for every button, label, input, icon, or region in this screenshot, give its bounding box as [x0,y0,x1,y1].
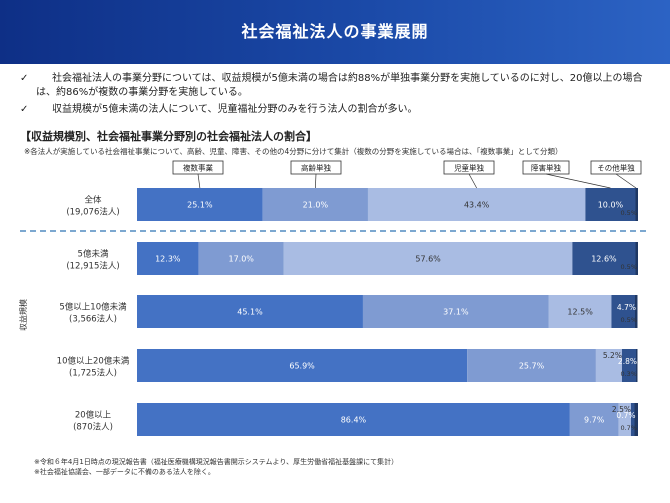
data-label: 37.1% [443,308,469,317]
bar-segment [262,188,368,221]
legend-label: 複数事業 [183,163,213,173]
bar-segment [283,242,573,275]
legend-label: 高齢単独 [301,163,331,173]
data-label: 21.0% [303,201,329,210]
data-label: 0.5% [620,209,637,217]
category-label: 5億以上10億未満 [59,302,127,313]
category-label: 5億未満 [78,249,109,260]
stacked-bar-chart: 収益規模全体(19,076法人)5億未満(12,915法人)5億以上10億未満(… [18,160,650,436]
data-label: 5.2% [603,351,622,360]
data-label: 65.9% [289,362,315,371]
legend-label: 障害単独 [531,163,561,173]
data-label: 0.5% [620,263,637,271]
data-label: 45.1% [237,308,263,317]
bar-segment [635,188,638,221]
category-label: 20億以上 [75,410,112,421]
bar-segment [548,295,612,328]
bar-segment [572,242,636,275]
page-title: 社会福祉法人の事業展開 [241,22,429,41]
bar-segment [634,295,638,328]
bar-segment [634,403,638,436]
data-label: 0.7% [620,424,637,432]
bar-segment [621,349,636,382]
bar-segment [595,349,622,382]
chart-title: 【収益規模別、社会福祉事業分野別の社会福祉法人の割合】 [20,130,317,143]
data-label: 86.4% [341,416,367,425]
bar-segment [569,403,619,436]
category-label: (1,725法人) [69,368,117,379]
category-label: (19,076法人) [66,207,119,218]
summary-bullets: ✓ 社会福祉法人の事業分野については、収益規模が5億未満の場合は約88%が単独事… [20,72,650,120]
data-label: 12.3% [155,255,181,264]
legend-leader [315,173,317,189]
data-label: 0.5% [620,316,637,324]
bar-segment [585,188,636,221]
legend-leader [197,173,201,189]
bullet-text: 収益規模が5億未満の法人について、児童福祉分野のみを行う法人の割合が多い。 [52,104,418,115]
footnote-source: ※令和６年4月1日時点の現況報告書（福祉医療機構現況報告書開示システムより、厚生… [34,458,399,466]
data-label: 9.7% [584,416,605,425]
bar-segment [367,188,586,221]
data-label: 57.6% [415,255,441,264]
data-label: 12.6% [591,255,617,264]
legend-leader [615,173,637,189]
category-label: (3,566法人) [69,314,117,325]
data-label: 25.7% [519,362,545,371]
data-label: 17.0% [228,255,254,264]
bar-segment [618,403,631,436]
legend-leader [468,173,477,189]
data-label: 43.4% [464,201,490,210]
bar-segment [198,242,284,275]
bar-segment [137,403,570,436]
data-label: 10.0% [598,201,624,210]
bar-segment [635,349,638,382]
category-label: 10億以上20億未満 [57,356,130,367]
check-icon: ✓ [20,104,29,115]
data-label: 2.8% [618,357,637,366]
category-label: 全体 [84,195,102,206]
bar-segment [630,403,635,436]
check-icon: ✓ [20,73,29,84]
bar-segment [362,295,549,328]
bullet-item: ✓ 収益規模が5億未満の法人について、児童福祉分野のみを行う法人の割合が多い。 [20,103,650,117]
data-label: 0.7% [616,411,635,420]
category-label: (12,915法人) [66,261,119,272]
legend-leader [545,173,611,189]
bar-segment [467,349,596,382]
data-label: 0.3% [620,370,637,378]
data-label: 25.1% [187,201,213,210]
bullet-item: ✓ 社会福祉法人の事業分野については、収益規模が5億未満の場合は約88%が単独事… [20,72,650,100]
slide-header: 社会福祉法人の事業展開 [0,0,670,64]
y-axis-label: 収益規模 [18,299,28,331]
legend-label: 児童単独 [454,163,484,173]
bar-segment [137,295,363,328]
bar-segment [137,188,263,221]
category-label: (870法人) [73,422,113,433]
data-label: 4.7% [617,303,636,312]
bar-segment [137,349,468,382]
chart-note: ※各法人が実施している社会福祉事業について、高齢、児童、障害、その他の4分野に分… [24,147,563,156]
bar-segment [635,242,638,275]
bullet-text: 社会福祉法人の事業分野については、収益規模が5億未満の場合は約88%が単独事業分… [36,73,643,98]
legend-label: その他単独 [597,163,635,173]
footnote-exclusion: ※社会福祉協議会、一部データに不備のある法人を除く。 [34,468,215,476]
bar-segment [137,242,199,275]
bar-segment [611,295,635,328]
data-label: 12.5% [567,308,593,317]
data-label: 2.5% [612,405,631,414]
